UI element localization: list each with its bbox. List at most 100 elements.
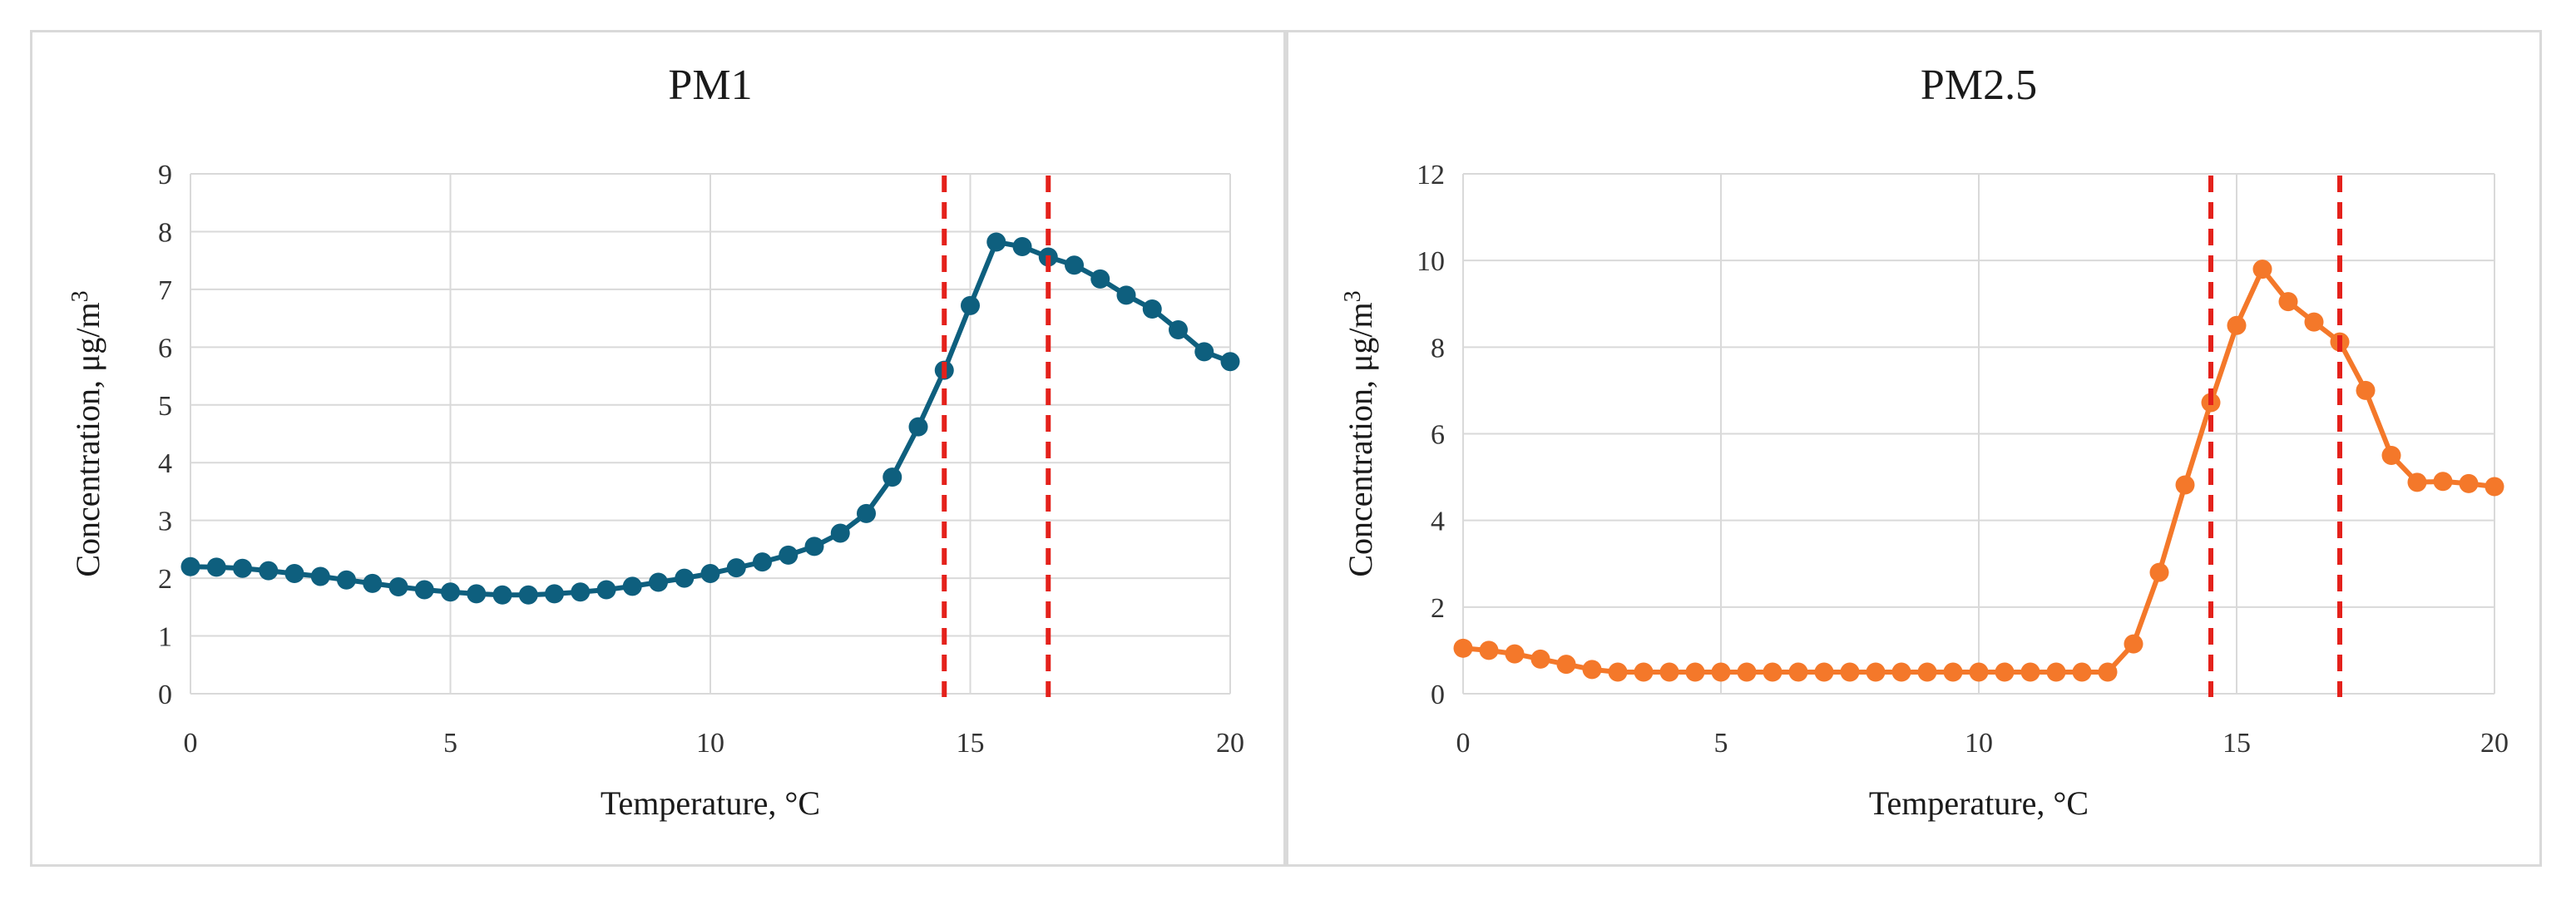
data-point [1194, 342, 1214, 362]
data-point [596, 580, 616, 600]
x-tick-label: 5 [443, 728, 457, 759]
data-point [2124, 634, 2143, 654]
y-tick-label: 6 [1431, 420, 1445, 451]
data-point [1685, 662, 1705, 682]
data-point [2046, 662, 2066, 682]
data-point [1479, 640, 1499, 660]
x-tick-label: 20 [1216, 728, 1244, 759]
data-point [492, 585, 512, 605]
chart-panel-pm1: PM1 0 1 2 3 4 5 6 7 8 9 0 5 10 15 20 Temperature, °C Conc… [30, 30, 1286, 867]
data-point [2149, 562, 2169, 582]
chart-svg-pm25: PM2.5 0 2 4 6 8 10 12 0 5 10 15 20 Temperature, °C Con… [1340, 62, 2509, 822]
y-tick-label: 1 [158, 622, 172, 653]
y-tick-label: 10 [1417, 246, 1445, 277]
y-axis-title: Concentration, μg/m3 [1340, 290, 1379, 576]
data-point [467, 584, 487, 604]
data-point [779, 545, 799, 565]
y-tick-label: 5 [158, 391, 172, 422]
data-point [337, 570, 356, 590]
data-point [2227, 315, 2247, 335]
data-point [1891, 662, 1911, 682]
data-point [206, 557, 226, 577]
data-point [2304, 312, 2324, 332]
data-point [571, 582, 591, 602]
data-point [1116, 285, 1136, 305]
x-tick-label: 0 [1456, 728, 1471, 759]
data-point [1917, 662, 1937, 682]
data-point [883, 467, 902, 487]
data-point [310, 566, 330, 586]
x-tick-label: 10 [696, 728, 724, 759]
data-point [1220, 352, 1240, 372]
data-point [1763, 662, 1782, 682]
chart-panel-pm25: PM2.5 0 2 4 6 8 10 12 0 5 10 15 20 Temperature, °C Con… [1286, 30, 2542, 867]
data-point [857, 503, 876, 523]
data-point [441, 582, 460, 602]
data-point [2485, 477, 2504, 497]
data-point [414, 580, 434, 600]
data-point [2072, 662, 2092, 682]
y-tick-label: 4 [158, 448, 172, 479]
data-point [804, 537, 824, 556]
data-point [726, 558, 746, 578]
y-tick-label: 12 [1417, 160, 1445, 190]
x-tick-label: 15 [957, 728, 985, 759]
data-point [2356, 380, 2376, 400]
data-point [2407, 472, 2427, 492]
data-point [2433, 472, 2453, 492]
data-point [1634, 662, 1654, 682]
data-point [1505, 644, 1525, 664]
data-point [1788, 662, 1808, 682]
x-tick-label: 5 [1714, 728, 1728, 759]
x-axis-title: Temperature, °C [1869, 784, 2089, 822]
data-point [1943, 662, 1963, 682]
data-point [2020, 662, 2040, 682]
data-point [233, 558, 252, 578]
data-point [961, 295, 980, 315]
y-axis-title-text: Concentration, μg/m [1342, 302, 1379, 576]
data-point [518, 585, 538, 605]
y-axis-title-superscript: 3 [67, 290, 93, 302]
y-tick-label: 6 [158, 333, 172, 363]
data-point [2175, 475, 2195, 495]
data-point [259, 561, 279, 581]
data-point [700, 564, 720, 584]
data-point [2278, 292, 2298, 312]
data-point [1582, 660, 1602, 680]
data-point [284, 564, 304, 584]
data-point [1711, 662, 1731, 682]
data-point [1142, 299, 1162, 319]
data-point [908, 417, 928, 437]
y-tick-label: 2 [158, 564, 172, 595]
chart-title: PM1 [668, 62, 752, 109]
y-axis-title-superscript: 3 [1340, 290, 1366, 302]
data-point [1453, 638, 1473, 658]
data-point [1814, 662, 1834, 682]
data-point [2459, 473, 2479, 493]
chart-title: PM2.5 [1921, 62, 2037, 109]
x-tick-label: 10 [1965, 728, 1993, 759]
data-point [1169, 320, 1188, 339]
y-tick-label: 0 [1431, 680, 1445, 710]
data-point [363, 573, 383, 593]
y-tick-label: 0 [158, 680, 172, 710]
data-point [830, 523, 850, 543]
data-point [1995, 662, 2015, 682]
x-tick-label: 15 [2222, 728, 2251, 759]
y-tick-label: 4 [1431, 507, 1445, 537]
data-point [1090, 269, 1110, 289]
data-point [675, 568, 695, 588]
x-tick-label: 20 [2480, 728, 2509, 759]
data-point [2381, 446, 2401, 466]
data-point [1012, 237, 1032, 256]
data-point [1065, 255, 1084, 275]
chart-svg-pm1: PM1 0 1 2 3 4 5 6 7 8 9 0 5 10 15 20 Temperature, °C Conc… [67, 62, 1244, 822]
data-point [2098, 662, 2118, 682]
y-axis-title-text: Concentration, μg/m [69, 302, 106, 576]
data-point [1866, 662, 1886, 682]
y-tick-label: 8 [158, 217, 172, 248]
data-point [649, 572, 668, 592]
data-point [986, 232, 1006, 252]
y-tick-label: 2 [1431, 593, 1445, 624]
y-axis-title: Concentration, μg/m3 [67, 290, 106, 576]
